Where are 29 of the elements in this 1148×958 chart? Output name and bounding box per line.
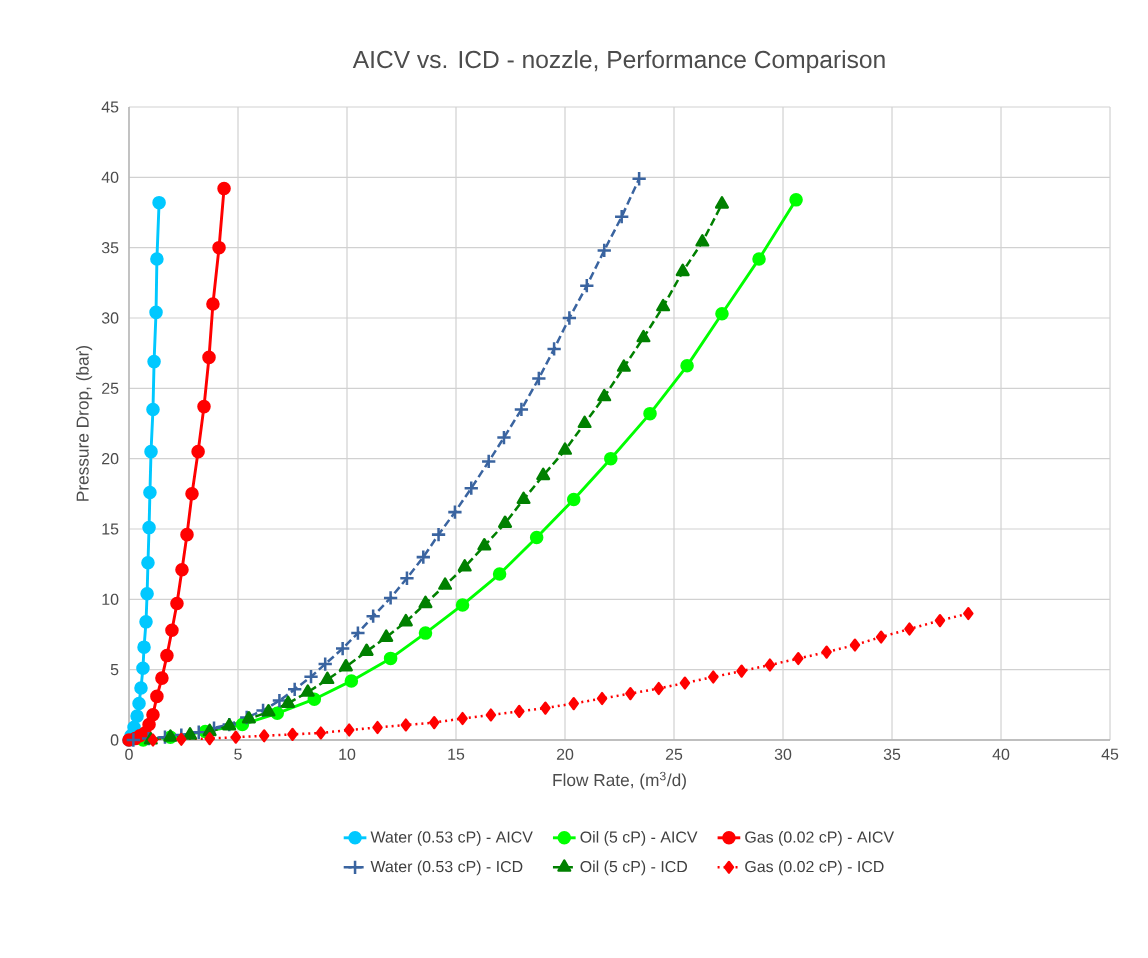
x-tick-label: 45 <box>1101 748 1119 760</box>
x-tick-label: 25 <box>665 748 683 760</box>
legend-label: Gas (0.02 cP) - AICV <box>745 831 895 846</box>
x-tick-label: 30 <box>774 748 792 760</box>
chart-title: AICV vs. ICD - nozzle, Performance Comparison <box>352 50 885 74</box>
y-tick-label: 25 <box>102 382 119 394</box>
y-tick-label: 10 <box>102 593 119 605</box>
y-tick-label: 35 <box>101 242 119 254</box>
legend-label: Water (0.53 cP) - ICD <box>370 860 523 876</box>
x-tick-label: 0 <box>125 748 133 760</box>
legend-label: Water (0.53 cP) - AICV <box>370 831 533 846</box>
y-tick-label: 40 <box>101 171 119 183</box>
y-axis-title: Pressure Drop, (bar) <box>76 345 93 501</box>
x-tick-label: 5 <box>234 748 242 760</box>
x-tick-label: 15 <box>448 748 465 760</box>
legend-label: Oil (5 cP) - ICD <box>580 860 688 876</box>
x-tick-label: 40 <box>992 748 1010 760</box>
x-axis-title: Flow Rate, (m$^{3}$/d) <box>553 771 686 790</box>
y-tick-label: 45 <box>101 101 119 113</box>
x-tick-label: 10 <box>339 748 356 760</box>
y-tick-label: 30 <box>101 312 119 324</box>
x-tick-label: 35 <box>883 748 901 760</box>
y-tick-label: 0 <box>110 734 119 746</box>
y-tick-label: 5 <box>110 664 119 676</box>
legend-label: Oil (5 cP) - AICV <box>580 831 698 846</box>
x-tick-label: 20 <box>556 748 574 760</box>
y-tick-label: 15 <box>102 523 119 535</box>
legend-label: Gas (0.02 cP) - ICD <box>745 860 884 876</box>
y-tick-label: 20 <box>102 453 119 465</box>
